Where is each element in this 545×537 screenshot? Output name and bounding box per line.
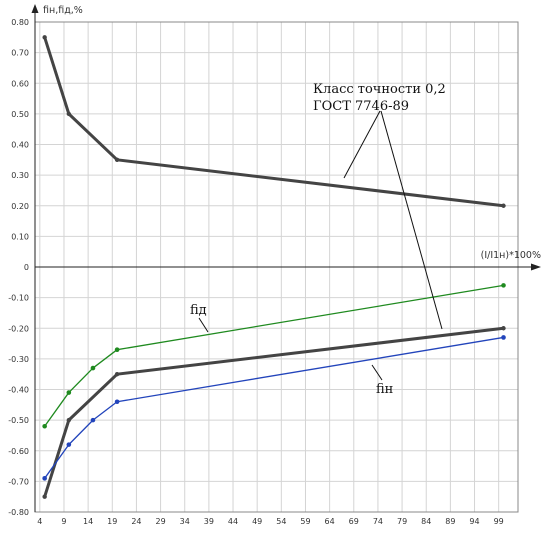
x-tick-label: 99 xyxy=(494,517,504,526)
x-tick-label: 84 xyxy=(421,517,431,526)
series-line-limit_upper xyxy=(43,36,504,208)
x-tick-label: 14 xyxy=(83,517,93,526)
data-point-limit_upper xyxy=(66,111,72,117)
annotation-leader-upper xyxy=(343,110,381,179)
annotation-fin-leader xyxy=(371,364,383,381)
data-point-limit_lower xyxy=(114,371,120,377)
x-tick-label: 59 xyxy=(300,517,310,526)
x-tick-label: 94 xyxy=(469,517,479,526)
x-tick-label: 74 xyxy=(373,517,383,526)
x-tick-label: 89 xyxy=(445,517,455,526)
x-axis-arrow xyxy=(531,263,541,271)
data-point-fid xyxy=(90,365,96,371)
y-tick-label: -0.10 xyxy=(8,294,29,303)
y-tick-labels: 0.80 0.70 0.60 0.50 0.40 0.30 0.20 0.10 0 -0.10 -0… xyxy=(8,18,29,517)
x-tick-labels: 4 9 14 19 24 29 34 39 44 49 54 59 64 69 74 79 84 89 94 99 xyxy=(37,517,503,526)
y-axis-label: fiн,fiд,% xyxy=(43,5,83,16)
x-tick-label: 44 xyxy=(228,517,238,526)
y-tick-label: -0.30 xyxy=(8,355,29,364)
y-tick-label: -0.60 xyxy=(8,447,29,456)
y-tick-label: 0.80 xyxy=(11,18,29,27)
x-tick-label: 29 xyxy=(155,517,165,526)
y-tick-label: 0 xyxy=(24,263,29,272)
y-tick-label: 0.10 xyxy=(11,232,29,241)
x-tick-label: 19 xyxy=(107,517,117,526)
y-tick-label: -0.20 xyxy=(8,324,29,333)
annotation-accuracy-class: Класс точности 0,2 xyxy=(313,82,446,97)
annotation-leader-lower xyxy=(380,110,443,330)
data-point-fid xyxy=(501,283,506,288)
x-tick-label: 39 xyxy=(204,517,214,526)
x-tick-label: 34 xyxy=(180,517,190,526)
data-point-limit_upper xyxy=(501,203,506,208)
annotations: Класс точности 0,2 ГОСТ 7746-89 fiд fiн xyxy=(190,82,446,397)
y-axis-arrow xyxy=(31,4,39,13)
y-tick-label: 0.40 xyxy=(11,141,29,150)
x-tick-label: 69 xyxy=(349,517,359,526)
data-point-limit_lower xyxy=(66,417,72,423)
x-tick-label: 64 xyxy=(325,517,335,526)
y-tick-label: 0.50 xyxy=(11,110,29,119)
data-point-fid xyxy=(114,347,120,352)
y-tick-label: 0.70 xyxy=(11,49,29,58)
data-point-fid xyxy=(66,390,72,395)
y-tick-label: -0.40 xyxy=(8,386,29,395)
x-tick-label: 49 xyxy=(252,517,262,526)
data-point-fin xyxy=(66,442,72,447)
x-tick-label: 54 xyxy=(276,517,286,526)
data-point-fid xyxy=(42,423,47,429)
series-line-limit_lower xyxy=(43,326,504,498)
data-point-limit_upper xyxy=(42,35,47,40)
annotation-gost: ГОСТ 7746-89 xyxy=(313,99,409,114)
y-tick-label: 0.20 xyxy=(11,202,29,211)
series-lines xyxy=(42,35,506,499)
data-point-limit_lower xyxy=(42,494,47,499)
x-tick-label: 9 xyxy=(61,517,66,526)
y-tick-label: -0.50 xyxy=(8,416,29,425)
data-point-fin xyxy=(114,399,120,405)
y-tick-label: 0.30 xyxy=(11,171,29,180)
x-tick-label: 24 xyxy=(131,517,141,526)
x-tick-label: 4 xyxy=(37,517,42,526)
data-point-limit_lower xyxy=(501,326,506,331)
data-point-fin xyxy=(501,335,506,340)
annotation-fid: fiд xyxy=(190,303,207,318)
data-point-limit_upper xyxy=(114,157,120,163)
x-axis-label: (I/I1н)*100% xyxy=(481,250,541,261)
annotation-fin: fiн xyxy=(376,382,393,397)
annotation-fid-leader xyxy=(198,317,209,333)
y-tick-label: 0.60 xyxy=(11,79,29,88)
data-point-fin xyxy=(42,476,47,481)
y-tick-label: -0.70 xyxy=(8,477,29,486)
data-point-fin xyxy=(90,417,96,423)
y-tick-label: -0.80 xyxy=(8,508,29,517)
x-tick-label: 79 xyxy=(397,517,407,526)
axes: fiн,fiд,% (I/I1н)*100% xyxy=(31,4,541,513)
